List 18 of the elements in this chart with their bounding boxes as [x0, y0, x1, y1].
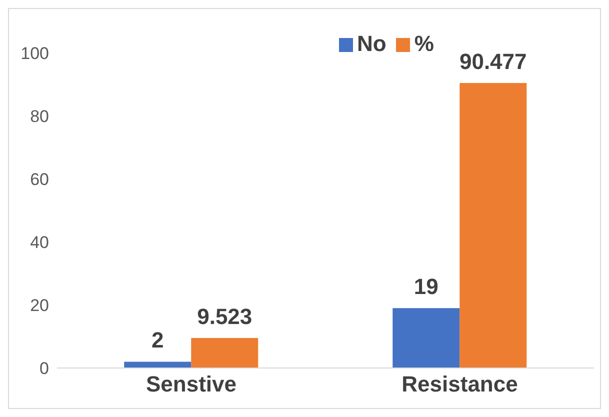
data-label: 2: [152, 328, 164, 353]
legend-label: No: [357, 31, 386, 56]
x-tick-label: Resistance: [402, 372, 518, 397]
data-label: 90.477: [459, 48, 527, 74]
bar: [392, 308, 460, 368]
y-tick-label: 40: [30, 233, 49, 252]
legend-label: %: [414, 31, 434, 56]
bar: [191, 338, 258, 368]
data-label: 19: [414, 274, 438, 300]
y-tick-label: 0: [40, 359, 49, 378]
bar: [124, 362, 192, 368]
y-tick-label: 60: [30, 170, 49, 190]
y-tick-label: 80: [30, 107, 49, 126]
y-tick-label: 20: [30, 296, 49, 316]
x-tick-label: Senstive: [146, 372, 236, 397]
bar: [460, 82, 527, 368]
y-tick-label: 100: [20, 44, 49, 64]
data-label: 9.523: [197, 304, 252, 330]
